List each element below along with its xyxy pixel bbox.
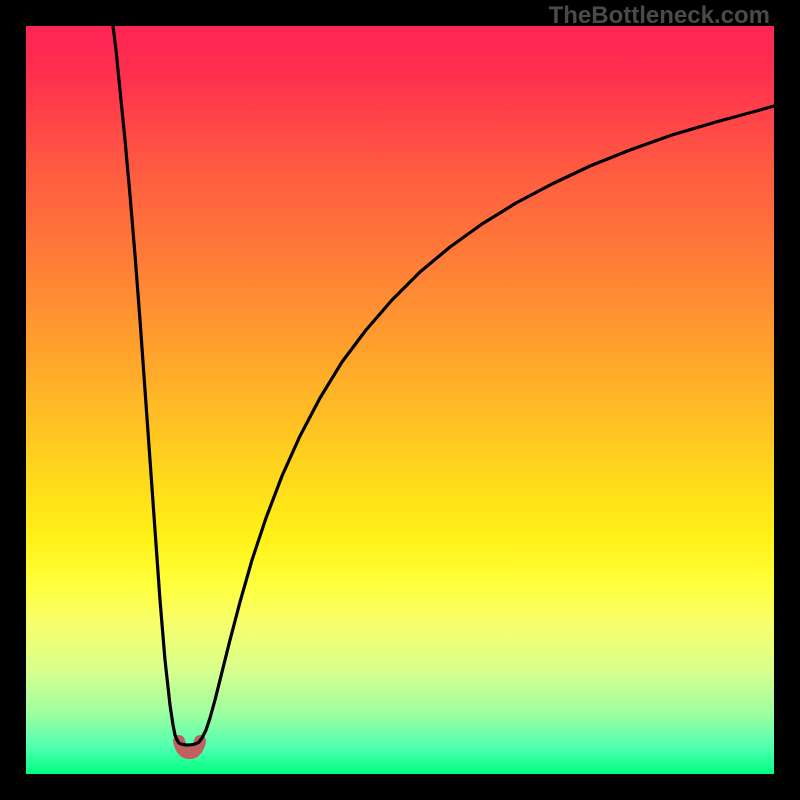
watermark-text: TheBottleneck.com [549,2,770,30]
chart-canvas [0,0,800,800]
chart-stage: TheBottleneck.com [0,0,800,800]
